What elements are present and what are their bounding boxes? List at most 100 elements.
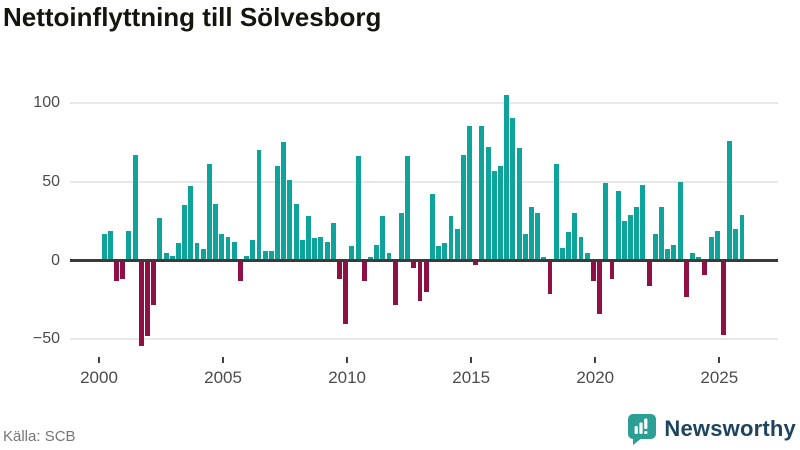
bar: [708, 236, 714, 261]
bar: [225, 236, 231, 261]
bar: [640, 184, 646, 261]
bar: [262, 251, 268, 261]
bar: [739, 214, 745, 261]
bar: [436, 246, 441, 261]
bar: [696, 257, 702, 261]
bar: [491, 170, 497, 261]
bar: [429, 194, 435, 261]
bar: [448, 216, 454, 261]
bar: [380, 216, 386, 261]
bar: [312, 238, 318, 261]
bar: [101, 233, 107, 261]
bar: [392, 262, 398, 305]
zero-line: [70, 259, 778, 262]
bar: [287, 180, 293, 261]
bar: [275, 165, 280, 261]
bar: [677, 181, 683, 261]
bar: [652, 233, 658, 261]
bar: [460, 154, 466, 261]
bar: [498, 165, 503, 261]
grid-line: [70, 180, 778, 183]
bar: [206, 164, 212, 261]
bar: [535, 213, 541, 261]
grid-line: [70, 101, 778, 104]
bar: [157, 217, 163, 261]
bar: [386, 252, 392, 261]
bar: [138, 262, 144, 346]
bar: [529, 206, 534, 261]
source-note: Källa: SCB: [3, 428, 76, 445]
bar: [145, 262, 150, 337]
bar: [244, 255, 250, 261]
x-tick-mark: [346, 357, 349, 363]
bar: [733, 228, 739, 261]
bar: [200, 249, 206, 261]
bar: [721, 262, 726, 335]
bar: [374, 244, 380, 261]
bar: [559, 247, 565, 261]
bar: [361, 262, 367, 281]
bar: [467, 126, 472, 261]
x-tick-label: 2000: [80, 368, 118, 387]
bar: [256, 150, 262, 261]
y-tick-label: 100: [33, 93, 60, 111]
bar: [107, 230, 113, 261]
bar: [405, 156, 411, 261]
bar: [194, 243, 200, 261]
x-tick-label: 2020: [576, 368, 615, 387]
bar: [714, 230, 720, 261]
bar: [628, 214, 633, 261]
bar: [219, 233, 225, 261]
bar: [132, 154, 138, 261]
x-tick-mark: [594, 357, 597, 363]
bar: [516, 148, 522, 261]
x-tick-label: 2015: [452, 368, 491, 387]
bar: [188, 186, 194, 261]
x-tick-label: 2005: [204, 368, 242, 387]
bar: [151, 262, 157, 305]
y-tick-label: 0: [51, 251, 60, 269]
bar: [442, 243, 448, 261]
bar: [578, 236, 584, 261]
bar: [250, 239, 256, 261]
bar: [417, 262, 423, 302]
grid-line: [70, 338, 778, 341]
bar: [343, 262, 349, 324]
x-tick-mark: [222, 357, 225, 363]
bar: [423, 262, 429, 292]
bar: [504, 94, 510, 261]
x-tick-mark: [98, 357, 100, 363]
bar: [553, 164, 559, 261]
y-tick-label: −50: [32, 330, 60, 348]
bar: [659, 206, 664, 261]
bar: [293, 203, 299, 261]
bar: [454, 228, 460, 261]
bar: [169, 255, 175, 261]
bar: [355, 156, 361, 261]
bar: [213, 203, 219, 261]
bar: [318, 236, 324, 261]
bar: [182, 205, 188, 261]
bar: [510, 118, 516, 261]
bar: [349, 246, 355, 261]
bar: [126, 230, 132, 261]
bar: [231, 241, 237, 261]
bar: [634, 206, 640, 261]
newsworthy-icon: [627, 413, 657, 446]
newsworthy-wordmark: Newsworthy: [664, 416, 796, 441]
bar: [547, 262, 553, 294]
bar: [281, 142, 287, 261]
bar: [120, 262, 126, 280]
bar: [584, 252, 590, 261]
bar: [330, 222, 336, 261]
bar: [603, 183, 609, 261]
bar: [621, 221, 627, 261]
bar: [268, 251, 274, 261]
newsworthy-logo: Newsworthy: [627, 411, 796, 447]
bar: [609, 262, 615, 280]
bar: [690, 252, 695, 261]
bar: [411, 262, 417, 269]
bar: [566, 232, 572, 261]
chart-title: Nettoinflyttning till Sölvesborg: [3, 2, 382, 32]
